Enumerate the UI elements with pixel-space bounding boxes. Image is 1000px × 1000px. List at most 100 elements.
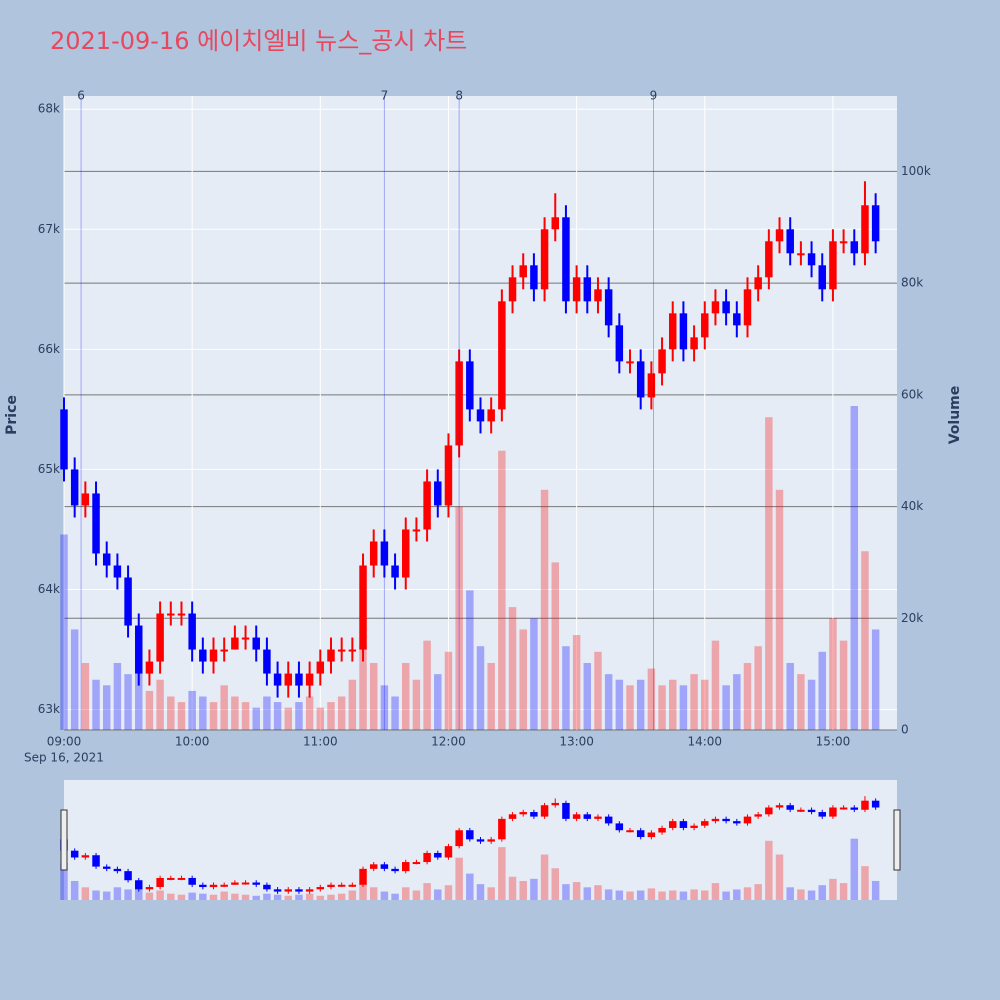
candle-body — [850, 241, 859, 254]
candle-body — [818, 265, 826, 290]
slider-candle-body — [273, 889, 282, 892]
slider-volume-bar — [434, 889, 442, 900]
candle-body — [754, 277, 762, 290]
slider-volume-bar — [284, 895, 293, 900]
volume-bar — [786, 662, 794, 730]
volume-bar — [273, 702, 282, 730]
candle-body — [434, 481, 442, 506]
volume-bar — [861, 551, 869, 730]
volume-bar — [466, 590, 474, 730]
slider-volume-bar — [551, 868, 559, 900]
candle-body — [241, 637, 250, 640]
slider-candle-body — [466, 830, 474, 840]
slider-volume-bar — [455, 857, 463, 900]
slider-candle-body — [690, 825, 698, 828]
volume-bar — [583, 662, 592, 730]
volume-bar — [615, 679, 624, 730]
y2-tick-label: 60k — [901, 387, 923, 401]
candle-body — [402, 529, 410, 578]
volume-bar — [199, 696, 207, 730]
volume-bar — [263, 696, 271, 730]
slider-volume-bar — [861, 866, 869, 900]
slider-candle-body — [701, 821, 709, 826]
volume-bar — [487, 662, 495, 730]
volume-bar — [871, 629, 880, 730]
volume-bar — [423, 640, 431, 730]
volume-bar — [145, 690, 154, 730]
slider-candle-body — [241, 882, 250, 885]
candle-body — [263, 649, 271, 674]
volume-bar — [188, 690, 196, 730]
slider-candle-body — [455, 830, 463, 847]
slider-candle-body — [711, 818, 720, 822]
slider-volume-bar — [231, 893, 239, 900]
slider-volume-bar — [369, 887, 378, 900]
slider-candle-body — [658, 827, 666, 833]
slider-candle-body — [615, 823, 624, 831]
slider-volume-bar — [626, 891, 634, 900]
volume-bar — [455, 506, 463, 730]
candle-body — [209, 649, 218, 662]
candle-body — [626, 361, 634, 364]
volume-bar — [743, 662, 752, 730]
slider-candle-body — [209, 884, 218, 888]
slider-candle-body — [327, 884, 335, 888]
candle-body — [807, 253, 816, 266]
y2-tick-label: 20k — [901, 611, 923, 625]
candle-body — [369, 541, 378, 566]
candle-body — [81, 493, 90, 506]
candle-body — [380, 541, 389, 566]
candle-body — [562, 217, 570, 302]
slider-candle-body — [733, 821, 741, 824]
slider-volume-bar — [273, 894, 282, 900]
slider-volume-bar — [252, 895, 260, 900]
candle-body — [444, 445, 453, 506]
candle-body — [733, 313, 741, 326]
candle-body — [102, 553, 111, 566]
slider-volume-bar — [583, 887, 592, 900]
volume-bar — [295, 702, 303, 730]
slider-candle-body — [519, 812, 527, 815]
volume-bar — [540, 489, 549, 730]
candle-body — [786, 229, 794, 254]
slider-candle-body — [188, 877, 196, 885]
candle-body — [583, 277, 592, 302]
volume-bar — [369, 662, 378, 730]
slider-volume-bar — [786, 887, 794, 900]
candle-body — [466, 361, 474, 410]
slider-volume-bar — [711, 883, 720, 900]
slider-volume-bar — [476, 884, 485, 900]
candle-body — [839, 241, 848, 244]
x-tick-label: 09:00 — [47, 735, 82, 749]
slider-volume-bar — [423, 883, 431, 900]
slider-candle-body — [562, 802, 570, 819]
slider-handle[interactable] — [893, 809, 901, 871]
slider-candle-body — [412, 862, 421, 865]
volume-bar — [679, 685, 688, 730]
x-tick-label: 12:00 — [431, 735, 466, 749]
slider-candle-body — [337, 884, 346, 887]
slider-volume-bar — [871, 880, 880, 900]
slider-candle-body — [199, 884, 207, 888]
slider-candle-body — [839, 807, 848, 810]
volume-bar — [444, 651, 453, 730]
volume-bar — [220, 685, 228, 730]
x-date-label: Sep 16, 2021 — [24, 751, 104, 765]
slider-candle-body — [807, 809, 816, 813]
volume-bar — [284, 707, 293, 730]
volume-bar — [829, 618, 837, 730]
slider-candle-body — [797, 809, 805, 812]
slider-volume-bar — [380, 891, 389, 900]
slider-volume-bar — [348, 890, 357, 900]
slider-candle-body — [668, 821, 677, 828]
candle-body — [861, 205, 869, 254]
slider-handle[interactable] — [60, 809, 68, 871]
volume-bar — [167, 696, 175, 730]
candle-body — [668, 313, 677, 350]
slider-candle-body — [284, 889, 293, 892]
candle-body — [551, 217, 559, 230]
volume-bar — [70, 629, 79, 730]
chart-title: 2021-09-16 에이치엘비 뉴스_공시 차트 — [50, 27, 467, 55]
volume-bar — [658, 685, 666, 730]
candle-body — [220, 649, 228, 652]
